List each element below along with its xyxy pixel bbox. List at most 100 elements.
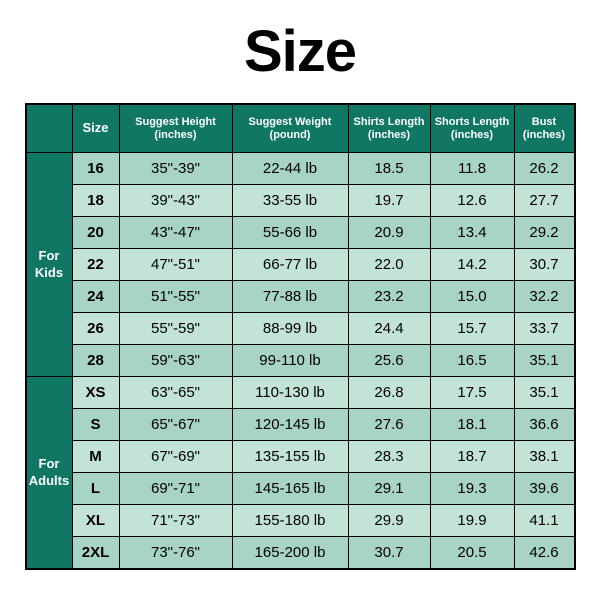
- header-col: Size: [72, 105, 119, 153]
- value-cell: 41.1: [514, 505, 574, 537]
- value-cell: 33.7: [514, 313, 574, 345]
- value-cell: 35.1: [514, 377, 574, 409]
- value-cell: 20.5: [430, 537, 514, 569]
- value-cell: 19.7: [348, 185, 430, 217]
- value-cell: 30.7: [514, 249, 574, 281]
- size-cell: 24: [72, 281, 119, 313]
- value-cell: 165-200 lb: [232, 537, 348, 569]
- value-cell: 28.3: [348, 441, 430, 473]
- value-cell: 73"-76": [119, 537, 232, 569]
- table-row: For AdultsXS63"-65"110-130 lb26.817.535.…: [26, 377, 574, 409]
- value-cell: 120-145 lb: [232, 409, 348, 441]
- header-col: Suggest Weight (pound): [232, 105, 348, 153]
- group-label: For Adults: [26, 377, 72, 569]
- value-cell: 22-44 lb: [232, 153, 348, 185]
- value-cell: 29.2: [514, 217, 574, 249]
- table-row: 2247"-51"66-77 lb22.014.230.7: [26, 249, 574, 281]
- size-cell: 2XL: [72, 537, 119, 569]
- value-cell: 27.7: [514, 185, 574, 217]
- header-col: Shorts Length (inches): [430, 105, 514, 153]
- table-row: 2655"-59"88-99 lb24.415.733.7: [26, 313, 574, 345]
- table-row: For Kids1635"-39"22-44 lb18.511.826.2: [26, 153, 574, 185]
- size-cell: S: [72, 409, 119, 441]
- size-cell: 22: [72, 249, 119, 281]
- value-cell: 20.9: [348, 217, 430, 249]
- value-cell: 43"-47": [119, 217, 232, 249]
- table-row: L69"-71"145-165 lb29.119.339.6: [26, 473, 574, 505]
- value-cell: 19.9: [430, 505, 514, 537]
- value-cell: 135-155 lb: [232, 441, 348, 473]
- value-cell: 30.7: [348, 537, 430, 569]
- size-cell: 18: [72, 185, 119, 217]
- size-chart-table: SizeSuggest Height (inches)Suggest Weigh…: [26, 104, 575, 569]
- value-cell: 69"-71": [119, 473, 232, 505]
- value-cell: 12.6: [430, 185, 514, 217]
- value-cell: 38.1: [514, 441, 574, 473]
- value-cell: 33-55 lb: [232, 185, 348, 217]
- value-cell: 17.5: [430, 377, 514, 409]
- value-cell: 22.0: [348, 249, 430, 281]
- value-cell: 36.6: [514, 409, 574, 441]
- value-cell: 11.8: [430, 153, 514, 185]
- table-row: 2451"-55"77-88 lb23.215.032.2: [26, 281, 574, 313]
- value-cell: 29.1: [348, 473, 430, 505]
- value-cell: 25.6: [348, 345, 430, 377]
- value-cell: 18.1: [430, 409, 514, 441]
- value-cell: 55-66 lb: [232, 217, 348, 249]
- header-group-col: [26, 105, 72, 153]
- value-cell: 88-99 lb: [232, 313, 348, 345]
- header-col: Suggest Height (inches): [119, 105, 232, 153]
- table-row: 2043"-47"55-66 lb20.913.429.2: [26, 217, 574, 249]
- value-cell: 27.6: [348, 409, 430, 441]
- table-row: 2859"-63"99-110 lb25.616.535.1: [26, 345, 574, 377]
- value-cell: 18.5: [348, 153, 430, 185]
- group-label: For Kids: [26, 153, 72, 377]
- size-chart-container: SizeSuggest Height (inches)Suggest Weigh…: [25, 103, 576, 570]
- value-cell: 155-180 lb: [232, 505, 348, 537]
- size-cell: 28: [72, 345, 119, 377]
- value-cell: 35.1: [514, 345, 574, 377]
- value-cell: 39.6: [514, 473, 574, 505]
- value-cell: 55"-59": [119, 313, 232, 345]
- value-cell: 59"-63": [119, 345, 232, 377]
- value-cell: 77-88 lb: [232, 281, 348, 313]
- value-cell: 16.5: [430, 345, 514, 377]
- size-cell: 26: [72, 313, 119, 345]
- size-cell: 20: [72, 217, 119, 249]
- value-cell: 23.2: [348, 281, 430, 313]
- value-cell: 14.2: [430, 249, 514, 281]
- value-cell: 15.7: [430, 313, 514, 345]
- table-row: M67"-69"135-155 lb28.318.738.1: [26, 441, 574, 473]
- value-cell: 65"-67": [119, 409, 232, 441]
- value-cell: 35"-39": [119, 153, 232, 185]
- value-cell: 26.8: [348, 377, 430, 409]
- table-row: 2XL73"-76"165-200 lb30.720.542.6: [26, 537, 574, 569]
- size-cell: XS: [72, 377, 119, 409]
- table-row: XL71"-73"155-180 lb29.919.941.1: [26, 505, 574, 537]
- value-cell: 13.4: [430, 217, 514, 249]
- value-cell: 26.2: [514, 153, 574, 185]
- value-cell: 15.0: [430, 281, 514, 313]
- value-cell: 42.6: [514, 537, 574, 569]
- value-cell: 67"-69": [119, 441, 232, 473]
- value-cell: 110-130 lb: [232, 377, 348, 409]
- value-cell: 145-165 lb: [232, 473, 348, 505]
- value-cell: 47"-51": [119, 249, 232, 281]
- size-cell: L: [72, 473, 119, 505]
- table-row: S65"-67"120-145 lb27.618.136.6: [26, 409, 574, 441]
- header-col: Shirts Length (inches): [348, 105, 430, 153]
- value-cell: 99-110 lb: [232, 345, 348, 377]
- size-cell: M: [72, 441, 119, 473]
- value-cell: 71"-73": [119, 505, 232, 537]
- value-cell: 51"-55": [119, 281, 232, 313]
- value-cell: 66-77 lb: [232, 249, 348, 281]
- value-cell: 32.2: [514, 281, 574, 313]
- value-cell: 39"-43": [119, 185, 232, 217]
- value-cell: 19.3: [430, 473, 514, 505]
- page-title: Size: [244, 18, 356, 85]
- table-row: 1839"-43"33-55 lb19.712.627.7: [26, 185, 574, 217]
- value-cell: 18.7: [430, 441, 514, 473]
- header-col: Bust (inches): [514, 105, 574, 153]
- value-cell: 24.4: [348, 313, 430, 345]
- value-cell: 63"-65": [119, 377, 232, 409]
